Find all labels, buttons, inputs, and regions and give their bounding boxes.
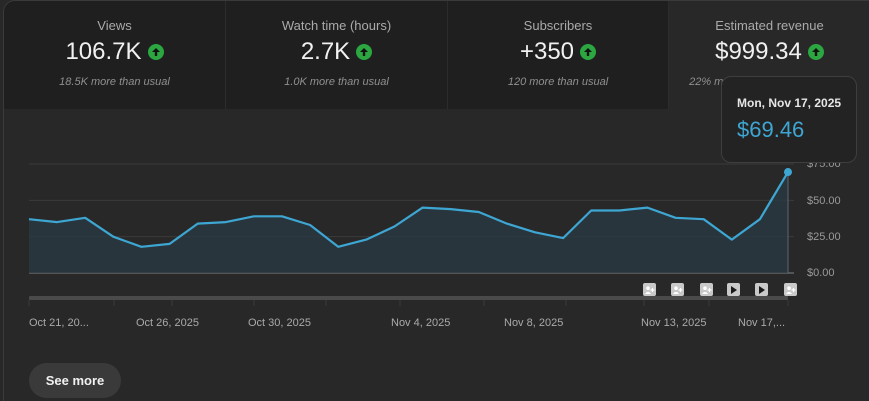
subscriber-icon[interactable]	[643, 283, 656, 296]
metric-card-views[interactable]: Views 106.7K 18.5K more than usual	[4, 1, 226, 109]
y-tick-label: $50.00	[807, 195, 841, 207]
metric-comparison: 120 more than usual	[507, 76, 609, 88]
tooltip-date: Mon, Nov 17, 2025	[737, 96, 842, 110]
x-tick-label: Oct 26, 2025	[136, 317, 199, 329]
analytics-panel: Views 106.7K 18.5K more than usual Watch…	[3, 0, 869, 401]
timeline-bar	[29, 296, 788, 300]
arrow-up-icon	[580, 44, 597, 60]
x-tick-label: Nov 4, 2025	[391, 317, 451, 329]
metric-value: 2.7K	[300, 38, 351, 65]
x-tick-label: Nov 17,...	[738, 317, 786, 329]
metric-value: $999.34	[715, 38, 802, 65]
subscriber-icon[interactable]	[700, 283, 713, 296]
chart-tooltip: Mon, Nov 17, 2025 $69.46	[721, 76, 857, 163]
metric-comparison: 1.0K more than usual	[284, 76, 389, 88]
x-tick-label: Nov 8, 2025	[504, 317, 564, 329]
x-tick-label: Oct 21, 20...	[29, 317, 89, 329]
subscriber-icon[interactable]	[784, 283, 797, 296]
metric-card-watch-time[interactable]: Watch time (hours) 2.7K 1.0K more than u…	[226, 1, 448, 109]
x-tick-label: Oct 30, 2025	[248, 317, 311, 329]
metric-comparison: 18.5K more than usual	[59, 76, 170, 88]
video-play-icon[interactable]	[755, 283, 768, 296]
metric-value: +350	[519, 38, 575, 65]
x-tick-label: Nov 13, 2025	[641, 317, 707, 329]
metric-label: Subscribers	[523, 18, 593, 33]
revenue-chart[interactable]: $75.00 $50.00 $25.00 $0.00 Oct 21, 20...…	[4, 1, 869, 401]
metric-label: Views	[97, 18, 132, 33]
video-play-icon[interactable]	[727, 283, 740, 296]
arrow-up-icon	[147, 44, 164, 60]
arrow-up-icon	[807, 44, 824, 60]
metric-label: Watch time (hours)	[281, 18, 392, 33]
y-tick-label: $0.00	[807, 267, 835, 279]
arrow-up-icon	[356, 44, 373, 60]
subscriber-icon[interactable]	[671, 283, 684, 296]
metric-value: 106.7K	[65, 38, 142, 65]
y-tick-label: $25.00	[807, 231, 841, 243]
see-more-button[interactable]: See more	[29, 363, 121, 398]
tooltip-value: $69.46	[737, 117, 805, 142]
chart-plot[interactable]	[4, 1, 869, 401]
metric-label: Estimated revenue	[715, 18, 824, 33]
metric-card-subscribers[interactable]: Subscribers +350 120 more than usual	[448, 1, 669, 109]
